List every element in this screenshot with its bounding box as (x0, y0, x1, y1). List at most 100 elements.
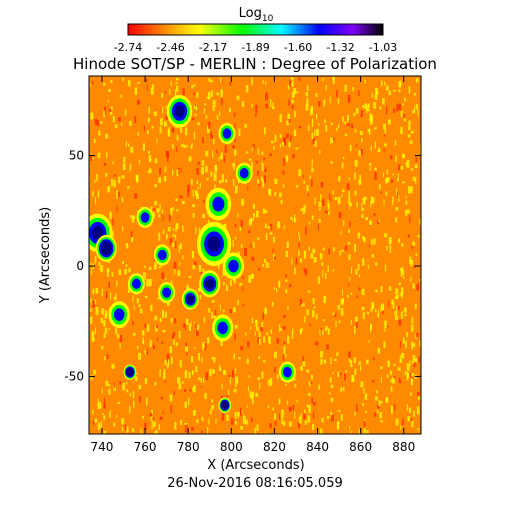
granulation-speckle (144, 350, 147, 355)
granulation-speckle (308, 381, 311, 387)
granulation-speckle (274, 135, 277, 142)
granulation-speckle (380, 80, 383, 87)
granulation-speckle (230, 418, 234, 425)
granulation-speckle (348, 190, 350, 196)
granulation-speckle (90, 268, 93, 275)
granulation-speckle (114, 124, 118, 129)
granulation-speckle (181, 200, 185, 205)
granulation-speckle (153, 421, 156, 428)
granulation-speckle (413, 410, 415, 417)
granulation-speckle (174, 268, 176, 275)
granulation-speckle (318, 101, 321, 107)
granulation-speckle (362, 403, 364, 406)
granulation-speckle (398, 89, 401, 93)
granulation-speckle (330, 384, 334, 389)
granulation-speckle (382, 433, 385, 434)
granulation-speckle (236, 95, 240, 101)
granulation-speckle (300, 365, 303, 371)
granulation-speckle (383, 123, 386, 130)
granulation-speckle (173, 228, 175, 231)
granulation-speckle (374, 172, 377, 180)
granulation-speckle (222, 282, 225, 285)
granulation-speckle (379, 411, 382, 419)
granulation-speckle (341, 289, 343, 297)
granulation-speckle (332, 371, 334, 375)
granulation-speckle (339, 250, 342, 256)
granulation-speckle (373, 102, 377, 109)
granulation-speckle (348, 202, 352, 207)
granulation-speckle (169, 394, 173, 402)
granulation-speckle (136, 298, 140, 304)
granulation-speckle (103, 402, 106, 409)
granulation-speckle (338, 212, 342, 219)
granulation-speckle (289, 421, 292, 427)
granulation-speckle (146, 130, 149, 135)
granulation-speckle (254, 113, 257, 117)
granulation-speckle (368, 128, 371, 135)
granulation-speckle (175, 223, 179, 230)
granulation-speckle (360, 148, 363, 155)
granulation-speckle (190, 145, 192, 150)
granulation-speckle (347, 294, 349, 298)
granulation-speckle (341, 249, 344, 252)
granulation-speckle (298, 125, 302, 129)
granulation-speckle (312, 402, 316, 406)
granulation-speckle (159, 167, 162, 175)
granulation-speckle (251, 417, 253, 423)
granulation-speckle (252, 144, 255, 151)
granulation-speckle (136, 345, 139, 349)
granulation-speckle (419, 218, 421, 225)
granulation-speckle (363, 428, 366, 434)
granulation-speckle (279, 114, 282, 123)
granulation-speckle (154, 430, 158, 434)
granulation-speckle (158, 265, 162, 269)
colorbar-ticks: -2.74 -2.46 -2.17 -1.89 -1.60 -1.32 -1.03 (114, 41, 397, 54)
granulation-speckle (330, 397, 334, 402)
granulation-speckle (374, 126, 377, 130)
granulation-speckle (400, 165, 404, 170)
granulation-speckle (310, 108, 313, 116)
granulation-speckle (124, 108, 127, 116)
granulation-speckle (295, 147, 299, 150)
granulation-speckle (302, 355, 305, 362)
granulation-speckle (127, 286, 131, 293)
granulation-speckle (273, 351, 277, 359)
granulation-speckle (378, 147, 381, 152)
granulation-speckle (234, 149, 237, 156)
granulation-speckle (184, 127, 188, 136)
granulation-speckle (411, 373, 415, 376)
granulation-speckle (229, 280, 232, 286)
granulation-speckle (164, 359, 167, 365)
granulation-speckle (161, 93, 164, 98)
granulation-speckle (374, 309, 377, 313)
granulation-speckle (204, 393, 207, 400)
granulation-speckle (379, 106, 382, 110)
granulation-speckle (305, 226, 307, 235)
granulation-speckle (206, 177, 209, 181)
granulation-speckle (399, 80, 402, 87)
granulation-speckle (234, 138, 237, 142)
granulation-speckle (398, 319, 402, 326)
granulation-speckle (307, 415, 311, 423)
granulation-speckle (377, 309, 379, 317)
granulation-speckle (109, 410, 111, 418)
granulation-speckle (213, 357, 216, 363)
granulation-speckle (138, 304, 141, 308)
granulation-speckle (96, 174, 98, 182)
granulation-speckle (410, 130, 414, 134)
granulation-speckle (395, 315, 398, 320)
granulation-speckle (119, 334, 122, 343)
granulation-speckle (406, 404, 408, 411)
granulation-speckle (347, 242, 351, 245)
granulation-speckle (232, 179, 235, 187)
granulation-speckle (101, 388, 103, 394)
granulation-speckle (244, 124, 247, 128)
granulation-speckle (125, 244, 129, 249)
granulation-speckle (347, 94, 351, 103)
granulation-speckle (144, 78, 148, 82)
granulation-speckle (179, 359, 182, 368)
granulation-speckle (308, 405, 311, 413)
granulation-speckle (186, 284, 189, 291)
granulation-speckle (104, 327, 108, 334)
granulation-speckle (299, 328, 302, 335)
